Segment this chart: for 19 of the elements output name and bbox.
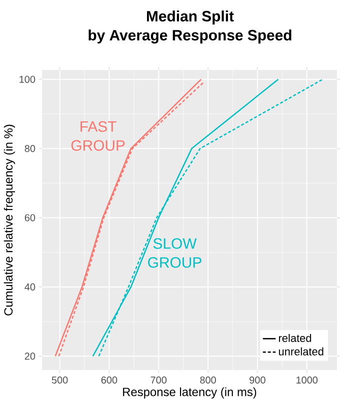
y-tick-label: 60 (24, 214, 36, 222)
y-tick-label: 20 (24, 352, 36, 360)
y-tick-label: 80 (24, 145, 36, 152)
text: unrelated (278, 347, 324, 356)
x-tick-label: 900 (250, 376, 266, 384)
y-axis-title: Cumulative relative frequency (in %) (4, 124, 15, 316)
x-tick-label: 500 (52, 376, 68, 384)
chart-subtitle: by Average Response Speed (88, 30, 292, 44)
y-tick-label: 40 (24, 283, 36, 290)
x-tick-label: 700 (150, 376, 166, 384)
x-tick-label: 1000 (296, 376, 318, 384)
chart-title: Median Split (146, 10, 234, 24)
y-tick-label: 100 (20, 76, 36, 83)
annotation: FAST GROUP (71, 121, 125, 151)
x-tick-label: 800 (200, 376, 216, 384)
annotation: SLOW GROUP (148, 238, 202, 268)
x-tick-label: 600 (101, 376, 118, 384)
text: related (278, 334, 312, 342)
x-axis-title: Response latency (in ms) (122, 387, 256, 399)
